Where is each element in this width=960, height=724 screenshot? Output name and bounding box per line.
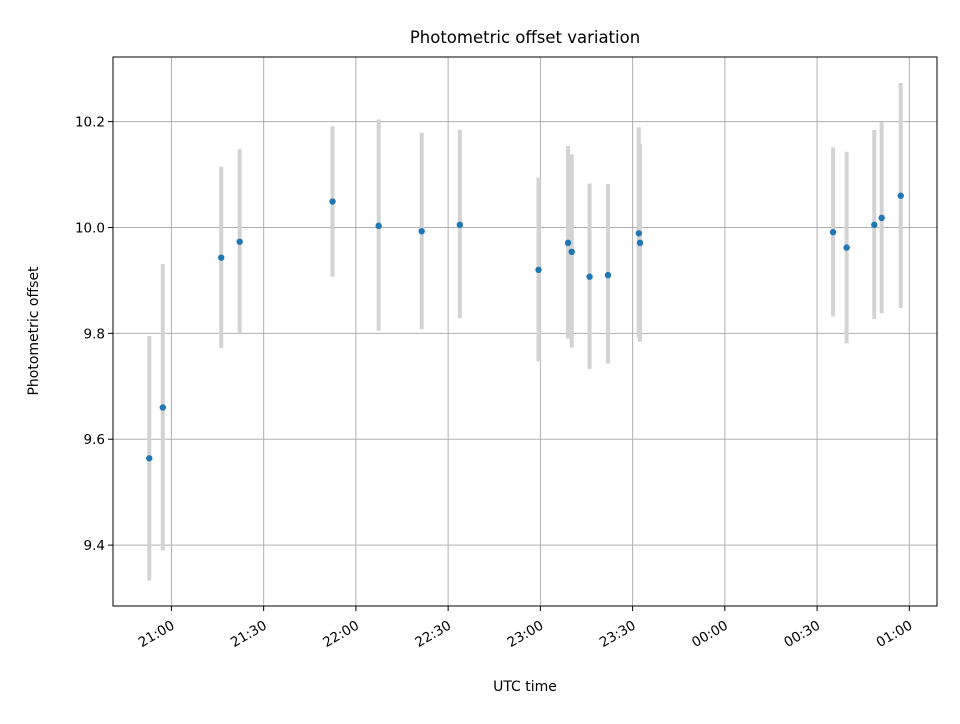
data-point	[375, 222, 382, 230]
data-point	[218, 254, 225, 261]
y-tick-label: 9.4	[84, 538, 105, 554]
data-point	[871, 221, 878, 229]
y-tick-label: 10.2	[75, 115, 105, 131]
data-point	[146, 455, 153, 462]
y-tick-label: 9.6	[84, 432, 105, 448]
data-point	[159, 404, 167, 411]
data-point	[604, 271, 612, 279]
data-point	[829, 229, 837, 236]
data-point	[636, 239, 644, 247]
data-point	[586, 273, 593, 280]
data-point	[535, 266, 542, 274]
data-point	[564, 239, 572, 247]
x-axis-label: UTC time	[493, 679, 557, 695]
y-axis-label: Photometric offset	[26, 266, 42, 396]
chart-title: Photometric offset variation	[410, 28, 640, 47]
data-point	[329, 198, 336, 205]
data-points	[146, 192, 904, 462]
plot-frame	[112, 56, 938, 607]
data-point	[568, 248, 575, 256]
data-point	[418, 227, 425, 235]
data-point	[236, 238, 243, 245]
y-tick-label: 9.8	[84, 326, 105, 342]
data-point	[843, 244, 850, 251]
y-tick-label: 10.0	[75, 220, 105, 236]
data-point	[635, 230, 642, 237]
data-point	[878, 214, 885, 222]
data-point	[897, 192, 904, 199]
data-point	[456, 221, 464, 229]
